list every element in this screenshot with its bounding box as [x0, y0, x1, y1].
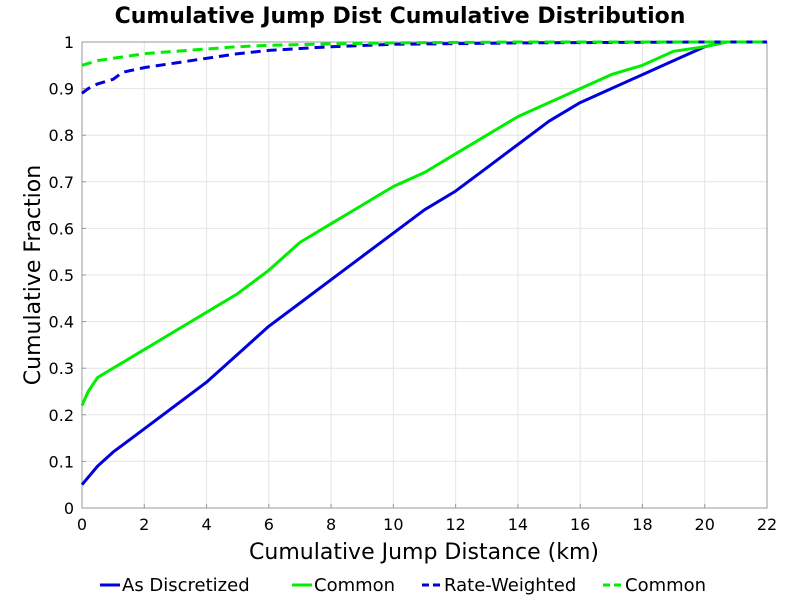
legend-label-3: Rate-Weighted: [444, 575, 576, 596]
legend-label-4: Common: [625, 575, 706, 596]
series-line-2: [80, 40, 767, 407]
x-tick-label: 20: [695, 515, 715, 534]
y-tick-label: 0.4: [49, 313, 74, 332]
y-tick-label: 0.1: [49, 452, 74, 471]
axis-ticks: 0 2 4 6 8 10 12 14 16 18 20 22 0 0.1 0.2 0.3 0.4 0.5 0.6 0.…: [49, 33, 778, 534]
series-line-1: [80, 40, 767, 486]
x-tick-label: 8: [326, 515, 336, 534]
x-tick-label: 2: [139, 515, 149, 534]
y-tick-label: 0.2: [49, 406, 74, 425]
x-axis-label: Cumulative Jump Distance (km): [249, 540, 599, 565]
x-tick-label: 22: [757, 515, 777, 534]
y-tick-label: 0: [64, 499, 74, 518]
x-tick-label: 12: [445, 515, 465, 534]
grid: [81, 41, 768, 509]
y-tick-label: 0.9: [49, 80, 74, 99]
y-tick-label: 1: [64, 33, 74, 52]
y-axis-label: Cumulative Fraction: [21, 165, 46, 385]
x-tick-label: 16: [570, 515, 590, 534]
series-line-4: [81, 40, 767, 67]
x-tick-label: 6: [264, 515, 274, 534]
x-tick-label: 14: [508, 515, 528, 534]
x-tick-label: 4: [201, 515, 211, 534]
series-group: [80, 40, 767, 486]
y-tick-label: 0.5: [49, 266, 74, 285]
y-tick-label: 0.8: [49, 126, 74, 145]
series-line-3: [81, 40, 767, 95]
x-tick-label: 10: [383, 515, 403, 534]
y-tick-label: 0.3: [49, 359, 74, 378]
legend-label-1: As Discretized: [122, 575, 250, 596]
y-tick-label: 0.7: [49, 173, 74, 192]
legend: As Discretized Common Rate-Weighted Common: [100, 575, 706, 596]
chart-title: Cumulative Jump Dist Cumulative Distribu…: [115, 4, 686, 29]
x-tick-label: 18: [632, 515, 652, 534]
x-tick-label: 0: [77, 515, 87, 534]
legend-label-2: Common: [314, 575, 395, 596]
y-tick-label: 0.6: [49, 219, 74, 238]
